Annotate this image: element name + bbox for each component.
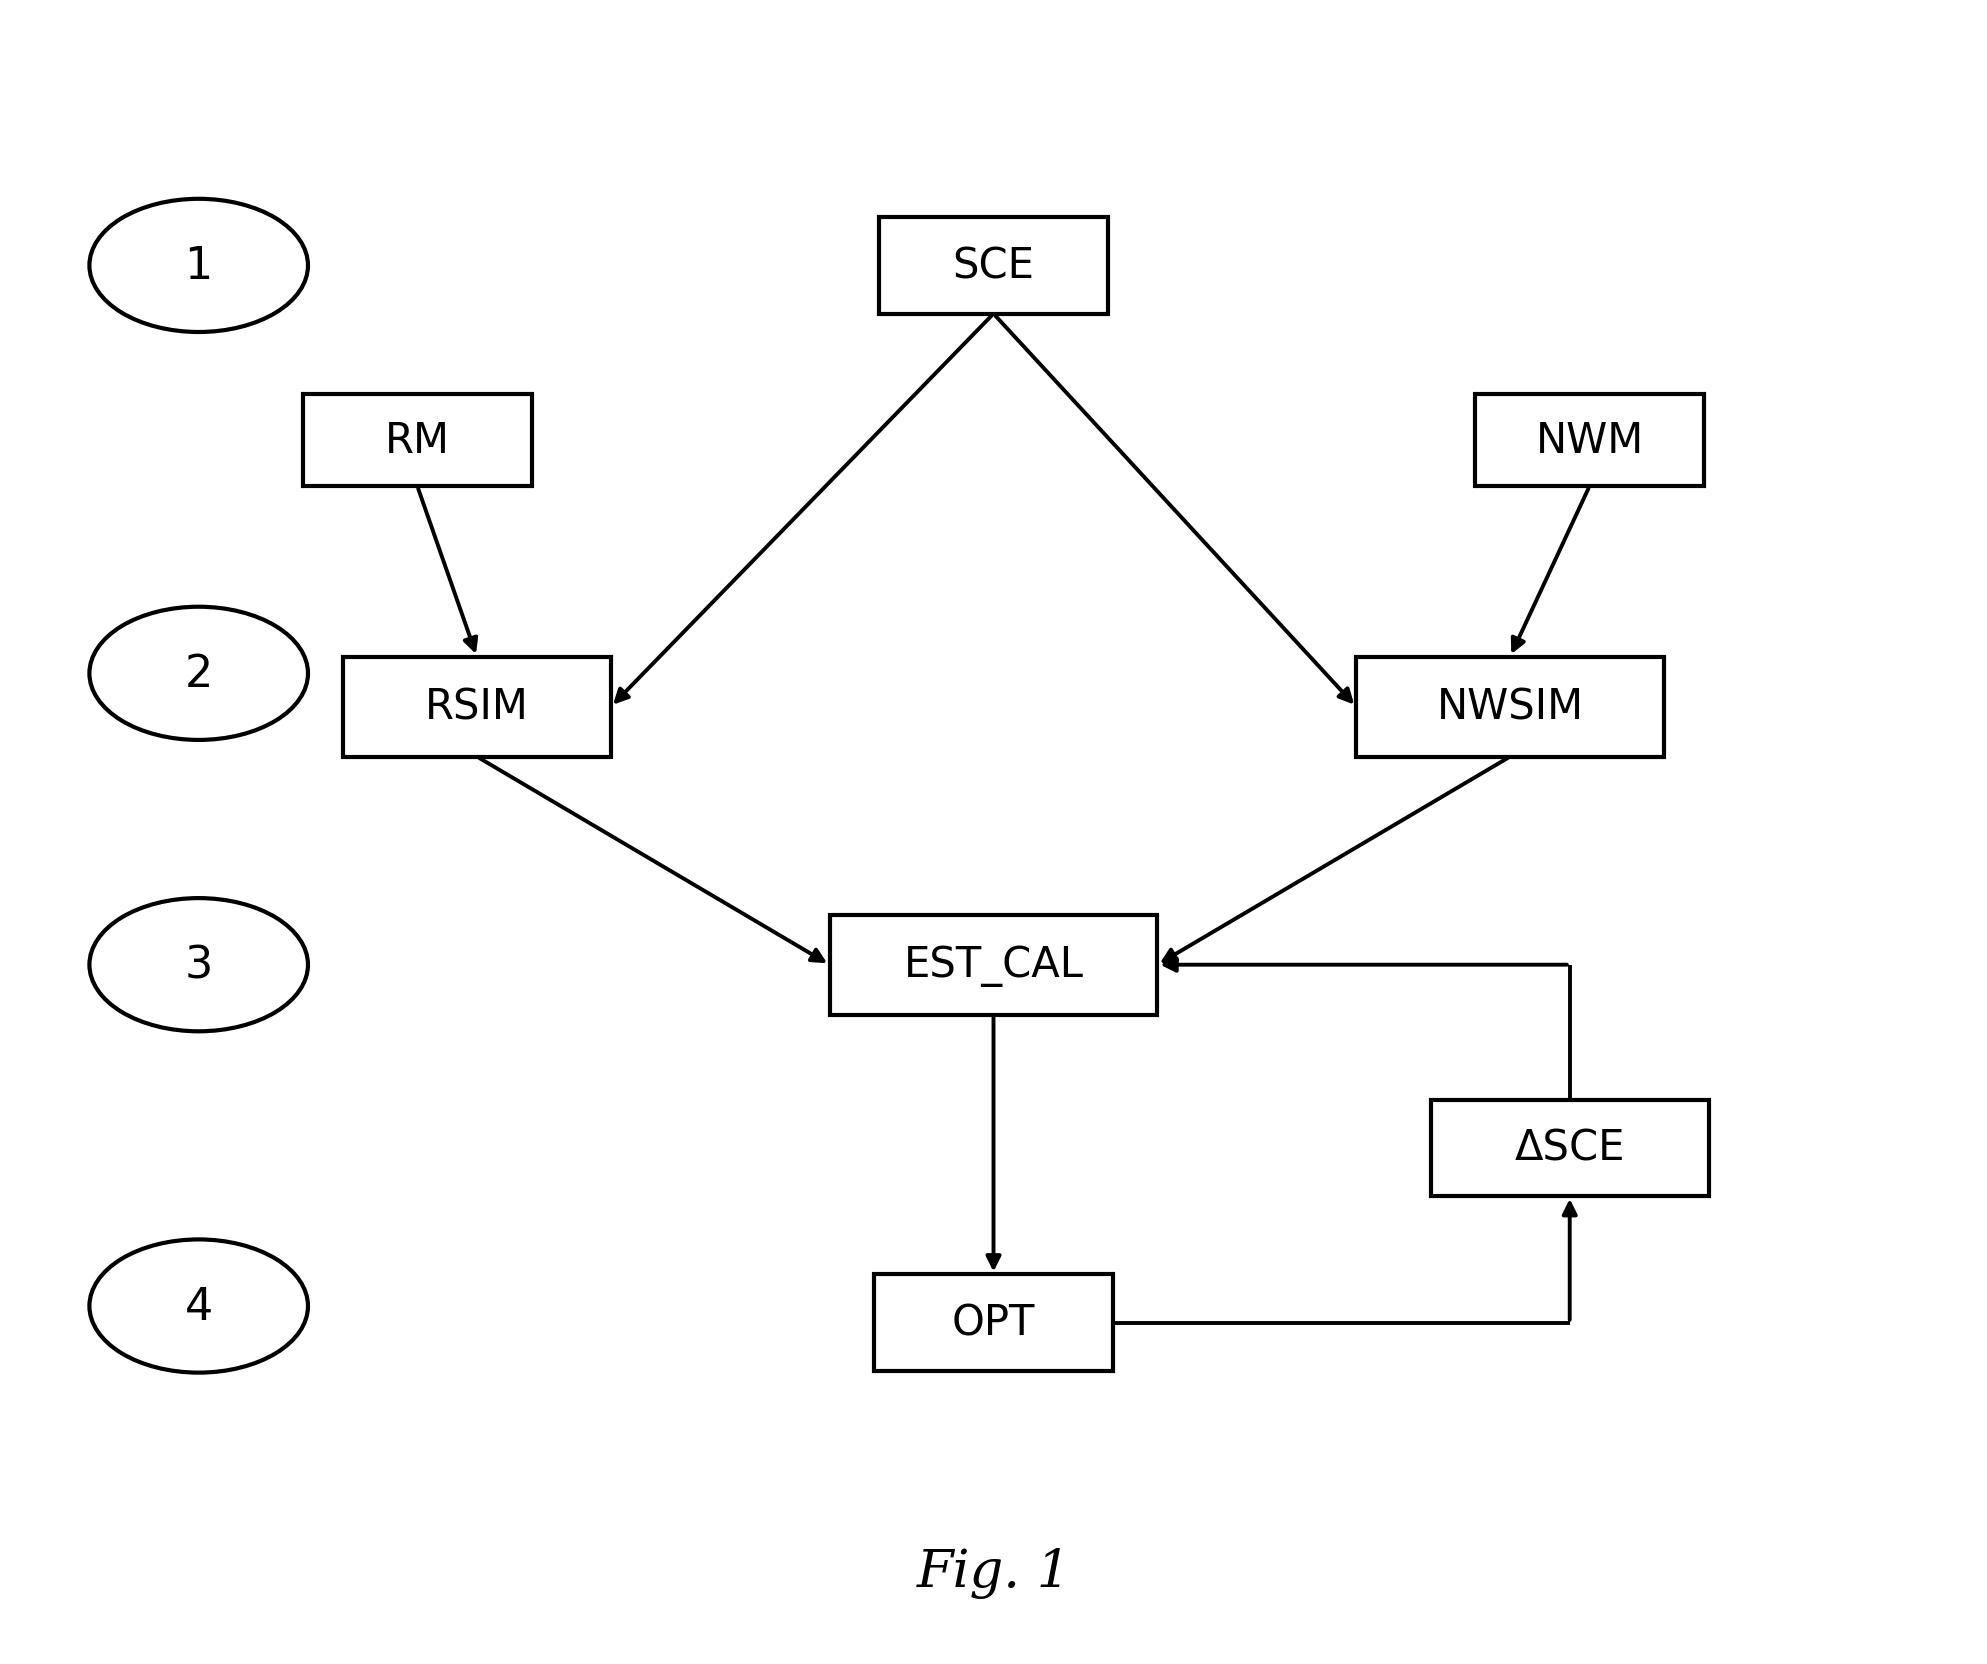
Text: 1: 1 — [185, 245, 213, 288]
Text: RSIM: RSIM — [425, 686, 529, 729]
Text: 3: 3 — [185, 943, 213, 987]
Text: OPT: OPT — [952, 1301, 1035, 1345]
FancyBboxPatch shape — [831, 915, 1156, 1015]
Text: 2: 2 — [185, 652, 213, 696]
Text: ΔSCE: ΔSCE — [1514, 1127, 1625, 1170]
FancyBboxPatch shape — [874, 1275, 1113, 1371]
FancyBboxPatch shape — [1355, 657, 1663, 757]
Text: NWSIM: NWSIM — [1437, 686, 1584, 729]
Text: Fig. 1: Fig. 1 — [916, 1548, 1071, 1597]
Text: 4: 4 — [185, 1285, 213, 1328]
FancyBboxPatch shape — [342, 657, 610, 757]
Text: EST_CAL: EST_CAL — [904, 943, 1083, 987]
FancyBboxPatch shape — [1474, 394, 1705, 486]
FancyBboxPatch shape — [878, 218, 1109, 314]
Text: RM: RM — [385, 419, 449, 463]
Text: NWM: NWM — [1536, 419, 1643, 463]
FancyBboxPatch shape — [302, 394, 533, 486]
Text: SCE: SCE — [952, 245, 1035, 288]
FancyBboxPatch shape — [1431, 1100, 1709, 1196]
